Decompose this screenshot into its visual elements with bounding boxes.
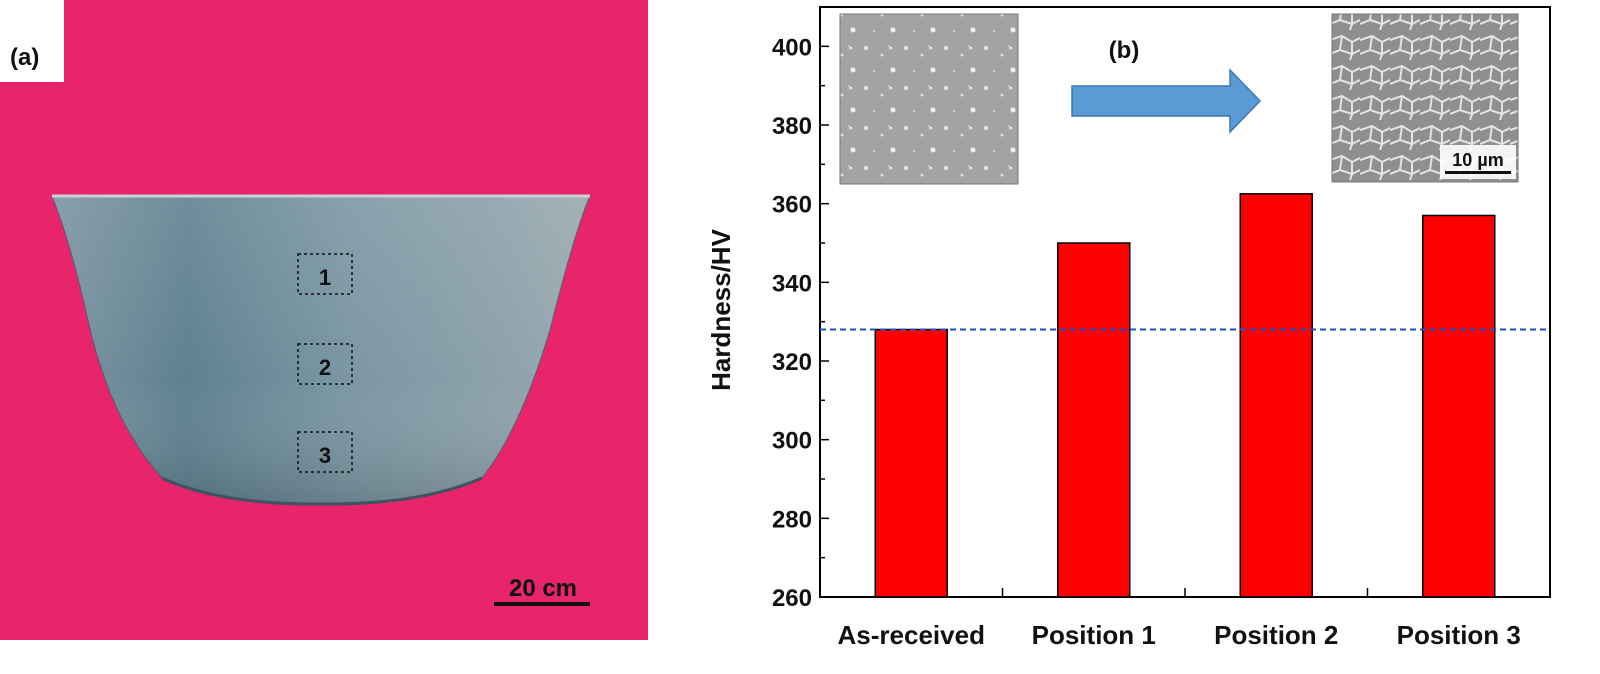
position-label-1: 1 — [319, 265, 331, 290]
bar-as-received — [874, 328, 948, 598]
y-tick-label: 260 — [772, 585, 812, 612]
y-tick-label: 340 — [772, 270, 812, 297]
part-photo: 1 2 3 (a) 20 cm — [0, 0, 648, 640]
panel-a-label: (a) — [10, 44, 39, 71]
x-tick-label: Position 1 — [1032, 620, 1156, 650]
part-shading — [52, 196, 590, 505]
scale-bar-a — [494, 602, 590, 606]
x-tick-label: As-received — [838, 620, 985, 650]
part-bottom-edge — [161, 476, 483, 506]
micrograph-as-received — [839, 13, 1019, 185]
position-box-2 — [297, 343, 353, 385]
position-label-2: 2 — [319, 355, 331, 380]
panel-a-photo: 1 2 3 (a) 20 cm — [0, 0, 648, 640]
y-axis-label: Hardness/HV — [706, 228, 736, 390]
y-tick-label: 300 — [772, 428, 812, 455]
y-tick-label: 360 — [772, 192, 812, 219]
y-tick-label: 280 — [772, 506, 812, 533]
scale-bar-label-a: 20 cm — [509, 575, 577, 602]
x-tick-label: Position 3 — [1397, 620, 1521, 650]
panel-b-label: (b) — [1109, 37, 1140, 64]
bar-position-2 — [1239, 193, 1313, 598]
position-box-3 — [297, 431, 353, 473]
y-axis: 260 280 300 320 340 360 380 400 — [772, 34, 829, 612]
label-a-box — [0, 0, 64, 82]
bar-position-3 — [1422, 214, 1496, 598]
hardness-chart: 260 280 300 320 340 360 380 400 As-received Posi… — [706, 6, 1551, 650]
position-box-1 — [297, 253, 353, 295]
bar-position-1 — [1057, 242, 1131, 598]
bars-layer — [874, 193, 1496, 598]
x-tick-label: Position 2 — [1214, 620, 1338, 650]
x-axis: As-received Position 1 Position 2 Position … — [838, 588, 1521, 650]
scale-bar-b — [1445, 171, 1511, 174]
panel-b-chart: 260 280 300 320 340 360 380 400 As-received Posi… — [700, 0, 1600, 669]
y-tick-label: 380 — [772, 113, 812, 140]
position-label-3: 3 — [319, 443, 331, 468]
y-tick-label: 320 — [772, 349, 812, 376]
scale-bar-label-b: 10 µm — [1452, 150, 1503, 170]
y-tick-label: 400 — [772, 34, 812, 61]
arrow-icon — [1071, 68, 1262, 134]
